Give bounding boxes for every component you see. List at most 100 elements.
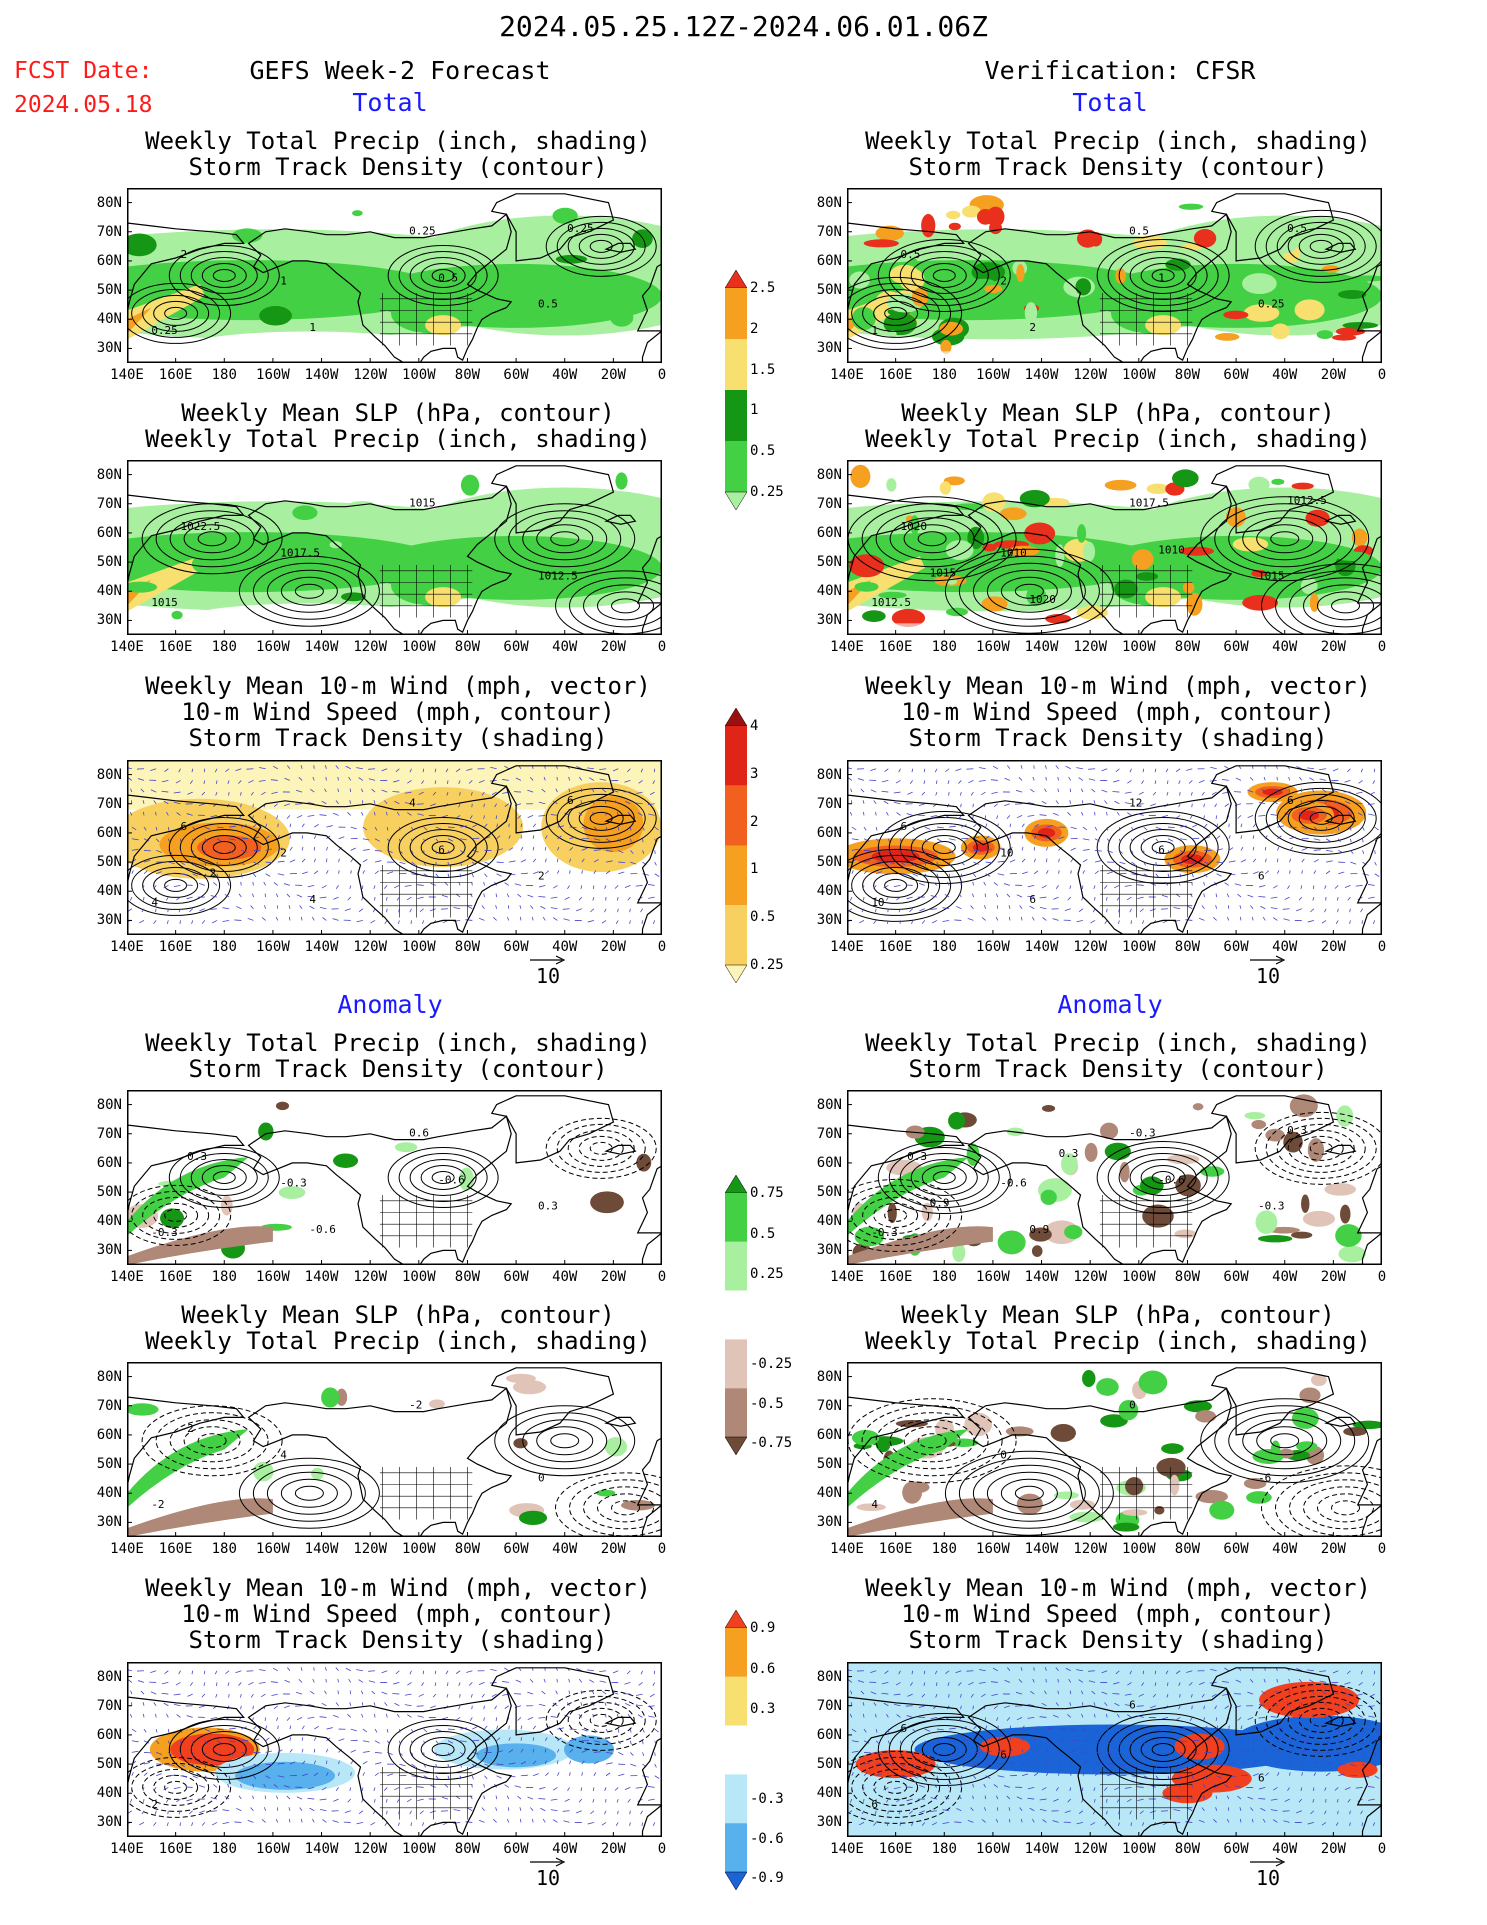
lon-tick-label: 40W xyxy=(552,367,578,383)
colorbar-label: 0.9 xyxy=(750,1620,776,1636)
lon-tick-label: 160W xyxy=(976,367,1010,383)
lat-tick-label: 50N xyxy=(96,554,122,571)
lat-tick-label: 40N xyxy=(816,1785,842,1802)
contour-label: 1010 xyxy=(1158,543,1185,556)
lat-tick-label: 30N xyxy=(96,1514,122,1531)
colorbar-storm_total xyxy=(724,707,748,984)
lon-tick-label: 140W xyxy=(1024,1841,1059,1857)
contour-label: 1022.5 xyxy=(181,520,221,533)
colorbar-label: 4 xyxy=(750,718,759,734)
colorbar-label: 0.6 xyxy=(750,1660,776,1677)
lon-tick-label: 120W xyxy=(1073,1841,1108,1857)
lon-tick-label: 140W xyxy=(304,1541,339,1557)
contour-label: 2 xyxy=(538,870,545,883)
lon-tick-label: 100W xyxy=(1121,939,1156,955)
right-anom-wind-storm-title-line-3: Storm Track Density (shading) xyxy=(908,1626,1328,1654)
lat-tick-label: 70N xyxy=(816,1697,842,1714)
lon-tick-label: 140E xyxy=(110,939,144,955)
colorbar-segment xyxy=(725,1628,747,1677)
lat-tick-label: 50N xyxy=(816,282,842,299)
lon-tick-label: 140W xyxy=(1024,939,1059,955)
contour-label: 2 xyxy=(151,1798,158,1811)
right-precip-storm-title-line-2: Storm Track Density (contour) xyxy=(908,153,1328,181)
colorbar-label: 3 xyxy=(750,765,759,782)
left-anom-wind-storm-title-line-2: 10-m Wind Speed (mph, contour) xyxy=(181,1600,615,1628)
colorbar-label: -0.6 xyxy=(750,1831,784,1848)
lon-tick-label: 0 xyxy=(657,367,667,383)
contour-label: 0.5 xyxy=(1287,222,1307,235)
lon-tick-label: 180 xyxy=(211,367,237,383)
colorbar-precip_total xyxy=(724,269,748,511)
lon-tick-label: 120W xyxy=(353,939,388,955)
lat-tick-label: 70N xyxy=(816,223,842,240)
contour-label: 1 xyxy=(309,321,316,334)
contour-label: 1015 xyxy=(151,596,178,609)
lon-tick-label: 140E xyxy=(110,1269,144,1285)
right-wind-storm-title-line-3: Storm Track Density (shading) xyxy=(908,724,1328,752)
lon-tick-label: 80W xyxy=(454,639,481,655)
contour-label: 1015 xyxy=(1258,570,1285,583)
map-panel-l6: 2 xyxy=(127,1662,662,1837)
colorbar-label: 0.5 xyxy=(750,443,776,460)
lat-tick-label: 30N xyxy=(816,912,842,929)
lon-tick-label: 160W xyxy=(256,939,290,955)
right-slp-precip-title-line-1: Weekly Mean SLP (hPa, contour) xyxy=(901,399,1335,427)
lon-tick-label: 60W xyxy=(503,639,529,655)
lon-tick-label: 100W xyxy=(401,1841,436,1857)
contour-label: 6 xyxy=(871,1798,878,1811)
lon-tick-label: 140E xyxy=(110,639,144,655)
lon-tick-label: 20W xyxy=(1320,1269,1346,1285)
lon-tick-label: 140W xyxy=(1024,1541,1059,1557)
contour-label: 1012.5 xyxy=(871,596,911,609)
contour-label: 0.25 xyxy=(567,222,594,235)
contour-label: 6 xyxy=(1287,794,1294,807)
lon-tick-label: 20W xyxy=(600,1541,626,1557)
colorbar-segment xyxy=(725,905,747,965)
lon-tick-label: 80W xyxy=(454,367,481,383)
map-panel-r4: -0.3 -0.6 -0.3 -0.3 -0.3 0.9 -0.6 0.3 0.9 0.3 xyxy=(847,1090,1382,1265)
lon-tick-label: 80W xyxy=(1174,1541,1201,1557)
vector-reference-arrow xyxy=(530,1857,566,1867)
lon-tick-label: 60W xyxy=(503,1841,529,1857)
vector-reference-label: 10 xyxy=(535,1866,561,1890)
right-anom-slp-precip-title-line-2: Weekly Total Precip (inch, shading) xyxy=(865,1327,1371,1355)
lon-tick-label: 0 xyxy=(657,1269,667,1285)
lon-tick-label: 120W xyxy=(1073,367,1108,383)
lon-tick-label: 60W xyxy=(1223,367,1249,383)
left-anom-wind-storm-title-line-1: Weekly Mean 10-m Wind (mph, vector) xyxy=(145,1574,651,1602)
lon-tick-label: 80W xyxy=(1174,639,1201,655)
map-canvas-r3: 10 10 12 6 6 6 6 6 xyxy=(847,760,1382,935)
contour-label: -0.6 xyxy=(438,1173,465,1186)
lon-tick-label: 160W xyxy=(256,1541,290,1557)
lat-tick-label: 80N xyxy=(816,766,842,783)
lon-tick-label: 140W xyxy=(1024,367,1059,383)
lon-tick-label: 120W xyxy=(353,1841,388,1857)
lat-tick-label: 80N xyxy=(96,194,122,211)
map-canvas-l6: 2 xyxy=(127,1662,662,1837)
lon-tick-label: 120W xyxy=(1073,939,1108,955)
fcst-date-label: FCST Date: xyxy=(14,58,153,84)
lon-tick-label: 120W xyxy=(353,1541,388,1557)
map-panel-l4: -0.3 -0.3 0.6 0.3 -0.3 -0.6 -0.6 xyxy=(127,1090,662,1265)
lon-tick-label: 120W xyxy=(353,1269,388,1285)
lat-tick-label: 80N xyxy=(96,1368,122,1385)
colorbar-storm_anom xyxy=(724,1609,748,1891)
left-wind-storm-title-line-2: 10-m Wind Speed (mph, contour) xyxy=(181,698,615,726)
colorbar-segment xyxy=(725,1823,747,1872)
contour-label: 1020 xyxy=(1029,593,1056,606)
lat-tick-label: 80N xyxy=(96,466,122,483)
lon-tick-label: 180 xyxy=(211,639,237,655)
contour-label: 1020 xyxy=(901,520,928,533)
lon-tick-label: 160E xyxy=(878,939,913,955)
map-panel-r1: 1 2 0.5 0.25 0.5 2 1 0.5 xyxy=(847,188,1382,363)
lon-tick-label: 100W xyxy=(401,939,436,955)
contour-label: -0.3 xyxy=(901,1150,928,1163)
colorbar-segment xyxy=(725,1241,747,1291)
lat-tick-label: 70N xyxy=(96,495,122,512)
left-anom-slp-precip-title-line-1: Weekly Mean SLP (hPa, contour) xyxy=(181,1301,615,1329)
lat-tick-label: 30N xyxy=(96,1242,122,1259)
lon-tick-label: 140E xyxy=(830,1841,864,1857)
right-anom-wind-storm-title-line-1: Weekly Mean 10-m Wind (mph, vector) xyxy=(865,1574,1371,1602)
contour-label: -2 xyxy=(151,1498,164,1511)
lon-tick-label: 140W xyxy=(304,639,339,655)
